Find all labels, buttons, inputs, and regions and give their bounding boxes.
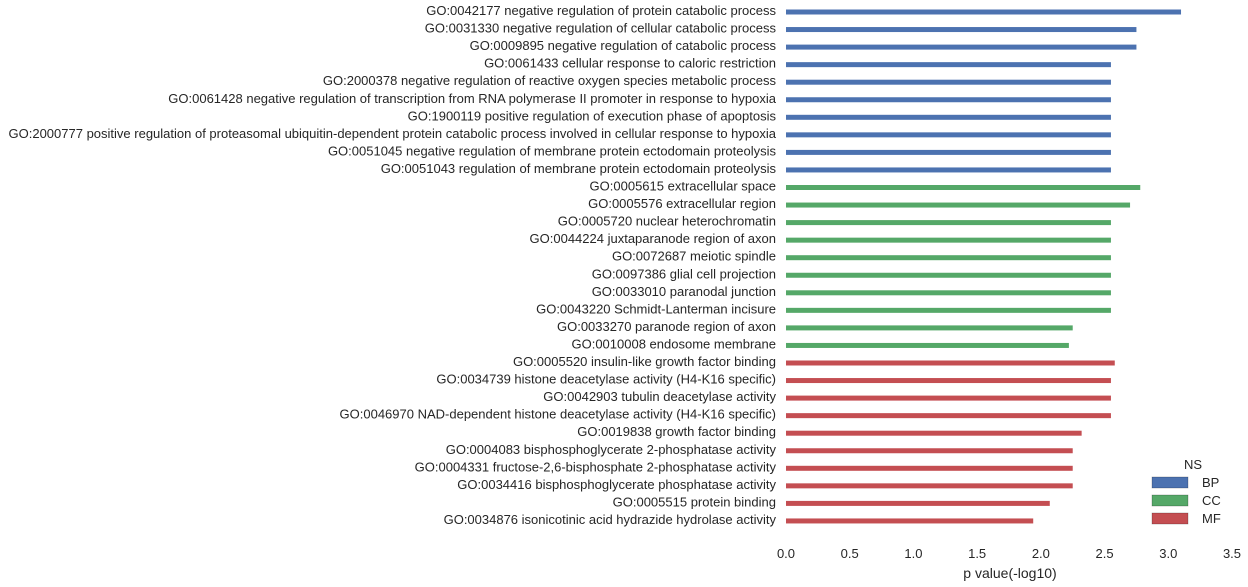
- x-tick-label: 1.5: [968, 546, 986, 561]
- category-label: GO:0072687 meiotic spindle: [612, 249, 776, 264]
- category-label: GO:0046970 NAD-dependent histone deacety…: [340, 407, 776, 422]
- bar-mf-27: [786, 483, 1073, 489]
- x-tick-label: 3.5: [1223, 546, 1241, 561]
- category-label: GO:1900119 positive regulation of execut…: [408, 108, 777, 123]
- category-labels: GO:0042177 negative regulation of protei…: [9, 3, 777, 527]
- category-label: GO:0034739 histone deacetylase activity …: [436, 372, 776, 387]
- bar-bp-4: [786, 79, 1111, 85]
- category-label: GO:0009895 negative regulation of catabo…: [470, 38, 777, 53]
- bar-cc-11: [786, 202, 1131, 208]
- bar-bp-0: [786, 9, 1182, 15]
- category-label: GO:0005515 protein binding: [613, 494, 776, 509]
- x-tick-label: 0.0: [777, 546, 795, 561]
- x-tick-label: 2.0: [1032, 546, 1050, 561]
- legend-swatch-cc: [1151, 494, 1189, 507]
- bar-bp-9: [786, 167, 1111, 173]
- legend-label-cc: CC: [1202, 493, 1221, 508]
- category-label: GO:0005720 nuclear heterochromatin: [558, 214, 776, 229]
- category-label: GO:0061428 negative regulation of transc…: [168, 91, 776, 106]
- category-label: GO:0004083 bisphosphoglycerate 2-phospha…: [446, 442, 777, 457]
- legend-title: NS: [1184, 457, 1202, 472]
- legend-entries: BP CC MF: [1151, 475, 1221, 526]
- category-label: GO:0051045 negative regulation of membra…: [328, 143, 777, 158]
- bar-mf-28: [786, 500, 1050, 506]
- category-label: GO:0061433 cellular response to caloric …: [484, 56, 776, 71]
- bar-mf-24: [786, 430, 1082, 436]
- bar-mf-29: [786, 518, 1034, 524]
- category-label: GO:0005615 extracellular space: [590, 179, 776, 194]
- x-axis-title: p value(-log10): [963, 565, 1056, 581]
- category-label: GO:0004331 fructose-2,6-bisphosphate 2-p…: [415, 459, 777, 474]
- bar-mf-22: [786, 395, 1111, 401]
- bar-cc-17: [786, 307, 1111, 313]
- bar-cc-12: [786, 220, 1111, 226]
- bar-mf-21: [786, 378, 1111, 384]
- category-label: GO:0033010 paranodal junction: [592, 284, 776, 299]
- bar-mf-25: [786, 448, 1073, 454]
- legend-label-mf: MF: [1202, 511, 1221, 526]
- bar-bp-5: [786, 97, 1111, 103]
- bars-layer: [786, 9, 1182, 524]
- x-tick-label: 1.0: [904, 546, 922, 561]
- category-label: GO:0005576 extracellular region: [588, 196, 776, 211]
- x-tick-label: 3.0: [1159, 546, 1177, 561]
- category-label: GO:0005520 insulin-like growth factor bi…: [513, 354, 776, 369]
- category-label: GO:0031330 negative regulation of cellul…: [425, 21, 777, 36]
- category-label: GO:0044224 juxtaparanode region of axon: [530, 231, 776, 246]
- category-label: GO:2000378 negative regulation of reacti…: [323, 73, 777, 88]
- category-label: GO:0019838 growth factor binding: [577, 424, 776, 439]
- category-label: GO:0097386 glial cell projection: [592, 266, 776, 281]
- bar-mf-26: [786, 465, 1073, 471]
- category-label: GO:0034876 isonicotinic acid hydrazide h…: [444, 512, 777, 527]
- legend-swatch-mf: [1151, 512, 1189, 525]
- category-label: GO:0042903 tubulin deacetylase activity: [543, 389, 776, 404]
- category-label: GO:0010008 endosome membrane: [571, 336, 776, 351]
- x-tick-label: 0.5: [841, 546, 859, 561]
- bar-bp-2: [786, 44, 1137, 50]
- bar-cc-15: [786, 272, 1111, 278]
- x-axis-ticks: 0.0 0.5 1.0 1.5 2.0 2.5 3.0 3.5: [777, 546, 1241, 561]
- category-label: GO:0042177 negative regulation of protei…: [426, 3, 776, 18]
- bar-cc-16: [786, 290, 1111, 296]
- bar-cc-13: [786, 237, 1111, 243]
- bar-bp-1: [786, 27, 1137, 33]
- category-label: GO:0051043 regulation of membrane protei…: [381, 161, 777, 176]
- bar-cc-10: [786, 185, 1141, 190]
- category-label: GO:0043220 Schmidt-Lanterman incisure: [536, 301, 776, 316]
- legend-swatch-bp: [1151, 476, 1189, 489]
- legend-label-bp: BP: [1202, 475, 1219, 490]
- bar-cc-14: [786, 255, 1111, 261]
- bar-cc-19: [786, 342, 1069, 348]
- bar-mf-20: [786, 360, 1115, 366]
- category-label: GO:0034416 bisphosphoglycerate phosphata…: [457, 477, 776, 492]
- x-tick-label: 2.5: [1096, 546, 1114, 561]
- bar-bp-7: [786, 132, 1111, 138]
- bar-bp-8: [786, 149, 1111, 155]
- bar-bp-6: [786, 114, 1111, 120]
- category-label: GO:0033270 paranode region of axon: [557, 319, 776, 334]
- category-label: GO:2000777 positive regulation of protea…: [9, 126, 777, 141]
- bar-bp-3: [786, 62, 1111, 68]
- bar-cc-18: [786, 325, 1073, 331]
- legend: NS BP CC MF: [1151, 457, 1221, 526]
- bar-mf-23: [786, 413, 1111, 419]
